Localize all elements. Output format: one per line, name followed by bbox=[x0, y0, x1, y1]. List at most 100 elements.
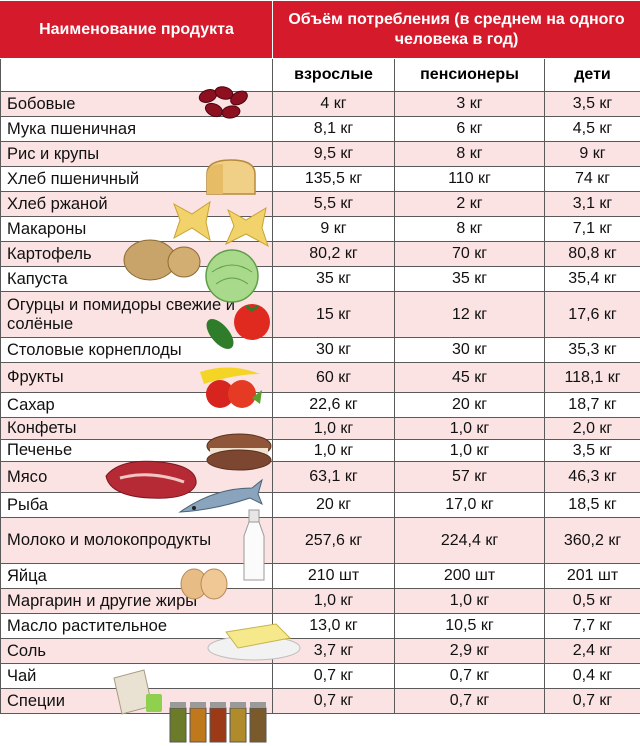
adults-value: 4 кг bbox=[272, 91, 395, 117]
pensioners-value: 35 кг bbox=[394, 266, 545, 292]
table-row: Масло растительное 13,0 кг 10,5 кг 7,7 кг bbox=[0, 613, 640, 639]
product-name: Рыба bbox=[0, 492, 273, 518]
product-name: Чай bbox=[0, 663, 273, 689]
product-name: Огурцы и помидоры свежие и солёные bbox=[0, 291, 273, 338]
product-name: Печенье bbox=[0, 439, 273, 462]
pensioners-value: 8 кг bbox=[394, 141, 545, 167]
children-value: 0,5 кг bbox=[543, 588, 640, 614]
product-name: Соль bbox=[0, 638, 273, 664]
product-name: Капуста bbox=[0, 266, 273, 292]
adults-value: 20 кг bbox=[272, 492, 395, 518]
children-value: 74 кг bbox=[543, 166, 640, 192]
pensioners-value: 17,0 кг bbox=[394, 492, 545, 518]
pensioners-value: 6 кг bbox=[394, 116, 545, 142]
table-row: Макароны 9 кг 8 кг 7,1 кг bbox=[0, 216, 640, 242]
table-row: Мука пшеничная 8,1 кг 6 кг 4,5 кг bbox=[0, 116, 640, 142]
product-name: Специи bbox=[0, 688, 273, 714]
table-row: Огурцы и помидоры свежие и солёные 15 кг 1… bbox=[0, 291, 640, 338]
children-value: 46,3 кг bbox=[543, 461, 640, 493]
adults-value: 3,7 кг bbox=[272, 638, 395, 664]
product-name: Макароны bbox=[0, 216, 273, 242]
table-row: Бобовые 4 кг 3 кг 3,5 кг bbox=[0, 91, 640, 117]
product-name: Масло растительное bbox=[0, 613, 273, 639]
product-name: Мука пшеничная bbox=[0, 116, 273, 142]
table-row: Соль 3,7 кг 2,9 кг 2,4 кг bbox=[0, 638, 640, 664]
pensioners-value: 57 кг bbox=[394, 461, 545, 493]
adults-value: 35 кг bbox=[272, 266, 395, 292]
children-value: 80,8 кг bbox=[543, 241, 640, 267]
pensioners-value: 12 кг bbox=[394, 291, 545, 338]
adults-value: 8,1 кг bbox=[272, 116, 395, 142]
adults-value: 1,0 кг bbox=[272, 417, 395, 440]
adults-value: 30 кг bbox=[272, 337, 395, 363]
consumption-column-header: Объём потребления (в среднем на одного ч… bbox=[271, 0, 640, 59]
pensioners-column-header: пенсионеры bbox=[394, 58, 545, 92]
children-value: 35,4 кг bbox=[543, 266, 640, 292]
adults-value: 13,0 кг bbox=[272, 613, 395, 639]
pensioners-value: 8 кг bbox=[394, 216, 545, 242]
children-value: 17,6 кг bbox=[543, 291, 640, 338]
pensioners-value: 45 кг bbox=[394, 362, 545, 393]
adults-value: 135,5 кг bbox=[272, 166, 395, 192]
pensioners-value: 3 кг bbox=[394, 91, 545, 117]
table-row: Капуста 35 кг 35 кг 35,4 кг bbox=[0, 266, 640, 292]
pensioners-value: 0,7 кг bbox=[394, 688, 545, 714]
product-name: Сахар bbox=[0, 392, 273, 418]
children-value: 2,4 кг bbox=[543, 638, 640, 664]
product-column-header: Наименование продукта bbox=[0, 0, 273, 59]
table-row: Специи 0,7 кг 0,7 кг 0,7 кг bbox=[0, 688, 640, 714]
children-value: 118,1 кг bbox=[543, 362, 640, 393]
table-row: Яйца 210 шт 200 шт 201 шт bbox=[0, 563, 640, 589]
children-column-header: дети bbox=[543, 58, 640, 92]
table-row: Столовые корнеплоды 30 кг 30 кг 35,3 кг bbox=[0, 337, 640, 363]
table-row: Сахар 22,6 кг 20 кг 18,7 кг bbox=[0, 392, 640, 418]
adults-value: 0,7 кг bbox=[272, 663, 395, 689]
adults-value: 9,5 кг bbox=[272, 141, 395, 167]
pensioners-value: 0,7 кг bbox=[394, 663, 545, 689]
children-value: 2,0 кг bbox=[543, 417, 640, 440]
table-row: Хлеб пшеничный 135,5 кг 110 кг 74 кг bbox=[0, 166, 640, 192]
product-name: Маргарин и другие жиры bbox=[0, 588, 273, 614]
children-value: 4,5 кг bbox=[543, 116, 640, 142]
product-name: Молоко и молокопродукты bbox=[0, 517, 273, 564]
pensioners-value: 70 кг bbox=[394, 241, 545, 267]
adults-value: 1,0 кг bbox=[272, 439, 395, 462]
table-row: Мясо 63,1 кг 57 кг 46,3 кг bbox=[0, 461, 640, 493]
children-value: 18,7 кг bbox=[543, 392, 640, 418]
pensioners-value: 1,0 кг bbox=[394, 439, 545, 462]
adults-value: 210 шт bbox=[272, 563, 395, 589]
table-row: Конфеты 1,0 кг 1,0 кг 2,0 кг bbox=[0, 417, 640, 440]
children-value: 18,5 кг bbox=[543, 492, 640, 518]
table-body: Бобовые 4 кг 3 кг 3,5 кг Мука пшеничная 8,1 к… bbox=[0, 91, 640, 714]
product-name: Мясо bbox=[0, 461, 273, 493]
table-row: Фрукты 60 кг 45 кг 118,1 кг bbox=[0, 362, 640, 393]
adults-value: 60 кг bbox=[272, 362, 395, 393]
pensioners-value: 110 кг bbox=[394, 166, 545, 192]
table-row: Рис и крупы 9,5 кг 8 кг 9 кг bbox=[0, 141, 640, 167]
adults-value: 0,7 кг bbox=[272, 688, 395, 714]
adults-column-header: взрослые bbox=[272, 58, 395, 92]
pensioners-value: 20 кг bbox=[394, 392, 545, 418]
product-name: Столовые корнеплоды bbox=[0, 337, 273, 363]
adults-value: 22,6 кг bbox=[272, 392, 395, 418]
product-name: Фрукты bbox=[0, 362, 273, 393]
adults-value: 9 кг bbox=[272, 216, 395, 242]
pensioners-value: 1,0 кг bbox=[394, 417, 545, 440]
product-name: Бобовые bbox=[0, 91, 273, 117]
adults-value: 63,1 кг bbox=[272, 461, 395, 493]
children-value: 9 кг bbox=[543, 141, 640, 167]
adults-value: 15 кг bbox=[272, 291, 395, 338]
pensioners-value: 224,4 кг bbox=[394, 517, 545, 564]
table-row: Печенье 1,0 кг 1,0 кг 3,5 кг bbox=[0, 439, 640, 462]
children-value: 7,1 кг bbox=[543, 216, 640, 242]
table-row: Картофель 80,2 кг 70 кг 80,8 кг bbox=[0, 241, 640, 267]
pensioners-value: 30 кг bbox=[394, 337, 545, 363]
adults-value: 1,0 кг bbox=[272, 588, 395, 614]
pensioners-value: 2,9 кг bbox=[394, 638, 545, 664]
children-value: 0,7 кг bbox=[543, 688, 640, 714]
pensioners-value: 1,0 кг bbox=[394, 588, 545, 614]
adults-value: 80,2 кг bbox=[272, 241, 395, 267]
children-value: 3,5 кг bbox=[543, 439, 640, 462]
pensioners-value: 2 кг bbox=[394, 191, 545, 217]
table-row: Хлеб ржаной 5,5 кг 2 кг 3,1 кг bbox=[0, 191, 640, 217]
